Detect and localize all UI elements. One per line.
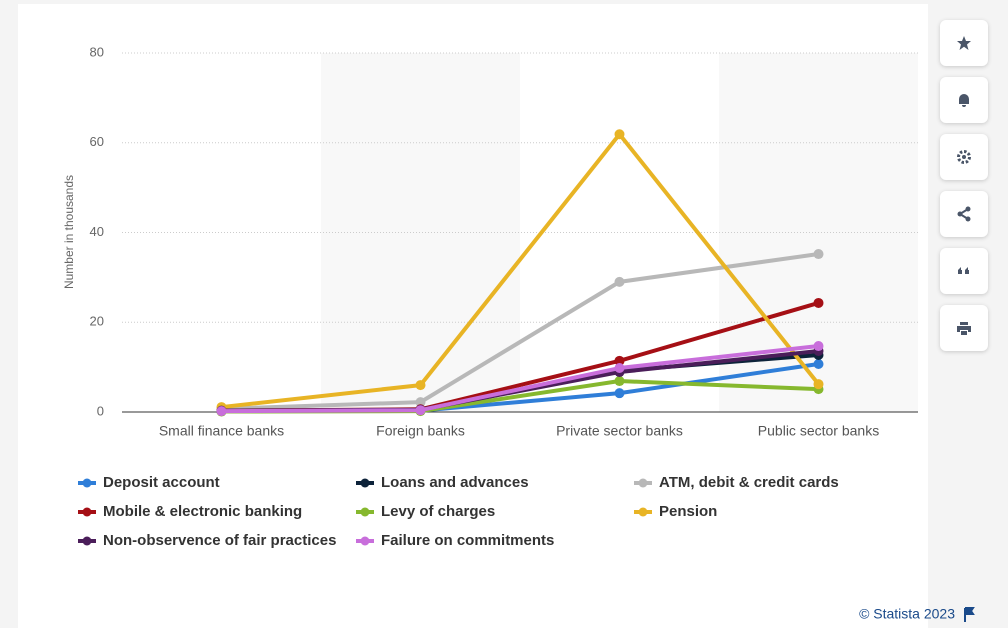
legend-marker (638, 478, 648, 488)
plot-band (321, 53, 520, 412)
data-point (614, 376, 625, 387)
legend-label: Levy of charges (381, 503, 495, 520)
legend-label: Failure on commitments (381, 532, 554, 549)
cite-button[interactable] (940, 248, 988, 294)
legend-marker (638, 507, 648, 517)
data-point (415, 380, 426, 391)
legend-marker (82, 507, 92, 517)
data-point (614, 129, 625, 140)
flag-icon (964, 607, 975, 622)
gear-icon (957, 150, 971, 164)
bell-icon (959, 94, 969, 107)
data-point (813, 379, 824, 390)
series-line (221, 252, 819, 411)
share-icon (957, 206, 971, 222)
legend-marker (360, 536, 370, 546)
y-tick-label: 40 (90, 224, 104, 239)
favorite-button[interactable] (940, 20, 988, 66)
series-line (221, 344, 819, 414)
notification-button[interactable] (940, 77, 988, 123)
settings-button[interactable] (940, 134, 988, 180)
data-point (813, 358, 824, 369)
legend-label: Pension (659, 503, 717, 520)
legend-label: Non-observence of fair practices (103, 532, 336, 549)
data-point (415, 397, 426, 408)
data-point (813, 341, 824, 352)
y-tick-label: 60 (90, 134, 104, 149)
data-point (415, 405, 426, 416)
credit[interactable]: © Statista 2023 (859, 606, 955, 622)
legend-marker (360, 507, 370, 517)
legend-marker (82, 536, 92, 546)
legend-label: Loans and advances (381, 474, 529, 491)
data-point (813, 297, 824, 308)
legend-label: ATM, debit & credit cards (659, 474, 839, 491)
legend-marker (360, 478, 370, 488)
print-icon (957, 322, 971, 335)
data-point (614, 388, 625, 399)
print-button[interactable] (940, 305, 988, 351)
y-tick-label: 20 (90, 314, 104, 329)
y-tick-label: 0 (97, 403, 104, 418)
data-point (614, 276, 625, 287)
data-point (216, 406, 227, 417)
legend-label: Mobile & electronic banking (103, 503, 302, 520)
y-tick-label: 80 (90, 44, 104, 59)
data-point (813, 249, 824, 260)
x-tick-label: Private sector banks (556, 423, 683, 439)
x-tick-label: Small finance banks (159, 423, 284, 439)
star-icon (957, 36, 971, 50)
data-point (614, 355, 625, 366)
legend-label: Deposit account (103, 474, 220, 491)
legend-marker (82, 478, 92, 488)
share-button[interactable] (940, 191, 988, 237)
data-point (614, 363, 625, 374)
series-line (221, 132, 821, 410)
x-tick-label: Public sector banks (758, 423, 879, 439)
y-axis-label: Number in thousands (62, 175, 76, 289)
x-tick-label: Foreign banks (376, 423, 465, 439)
quote-icon (958, 267, 969, 274)
